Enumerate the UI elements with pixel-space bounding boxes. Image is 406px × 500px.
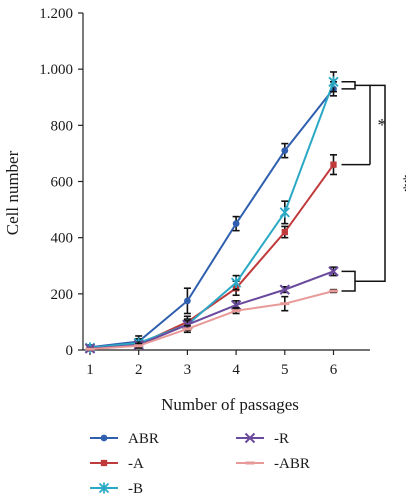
x-tick-label: 4 bbox=[232, 362, 240, 378]
y-tick-label: 200 bbox=[51, 287, 74, 303]
legend-item: -ABR bbox=[236, 456, 310, 472]
bracket-top bbox=[341, 81, 356, 90]
y-tick-label: 400 bbox=[51, 231, 74, 247]
data-point bbox=[330, 161, 337, 168]
data-point bbox=[329, 289, 338, 293]
data-point bbox=[85, 347, 95, 351]
y-tick-label: 0 bbox=[66, 343, 74, 359]
data-point bbox=[279, 284, 291, 295]
x-tick-label: 1 bbox=[86, 362, 94, 378]
x-tick-label: 3 bbox=[184, 362, 192, 378]
legend-item: -R bbox=[236, 431, 289, 447]
data-point bbox=[230, 277, 242, 288]
y-tick-label: 600 bbox=[51, 175, 74, 191]
data-point bbox=[279, 206, 290, 218]
data-point bbox=[280, 302, 290, 306]
y-tick-label: 800 bbox=[51, 118, 74, 134]
data-point bbox=[328, 266, 339, 277]
legend-label: -ABR bbox=[274, 456, 310, 472]
series-b bbox=[84, 71, 339, 354]
significance-label: * bbox=[378, 115, 387, 135]
x-tick-label: 2 bbox=[135, 362, 143, 378]
series-abr bbox=[86, 81, 337, 351]
legend-item: -A bbox=[90, 456, 144, 472]
data-point bbox=[231, 309, 241, 313]
series-line bbox=[89, 270, 334, 350]
data-point bbox=[328, 76, 339, 88]
bracket-connector-2 bbox=[355, 84, 386, 282]
data-point bbox=[98, 482, 110, 494]
legend-label: -B bbox=[128, 481, 143, 497]
data-point bbox=[281, 147, 289, 154]
data-point bbox=[281, 228, 288, 236]
series-line bbox=[89, 81, 335, 349]
series-a bbox=[86, 154, 337, 352]
significance-brackets: *** bbox=[341, 81, 406, 292]
legend-label: ABR bbox=[128, 431, 159, 447]
y-tick-label: 1.200 bbox=[39, 6, 73, 22]
data-point bbox=[100, 459, 108, 467]
data-point bbox=[244, 432, 256, 444]
bracket-connector-1 bbox=[355, 84, 371, 165]
series-layer bbox=[84, 71, 339, 354]
series-line bbox=[89, 88, 335, 349]
bracket-bottom bbox=[341, 270, 356, 292]
data-point bbox=[100, 434, 108, 442]
data-point bbox=[245, 461, 255, 465]
data-point bbox=[182, 327, 192, 331]
series-abr bbox=[85, 288, 338, 351]
legend-item: -B bbox=[90, 481, 143, 497]
series-line bbox=[89, 164, 335, 350]
legend-label: -R bbox=[274, 431, 289, 447]
x-tick-label: 5 bbox=[281, 362, 289, 378]
legend-label: -A bbox=[128, 456, 144, 472]
legend-item: ABR bbox=[90, 431, 159, 447]
series-line bbox=[89, 290, 334, 351]
y-axis-label: Cell number bbox=[3, 150, 22, 235]
x-axis-label: Number of passages bbox=[161, 395, 299, 414]
legend: ABR -A -B -R -ABR bbox=[90, 431, 310, 497]
significance-label: ** bbox=[394, 174, 406, 192]
y-tick-label: 1.000 bbox=[39, 62, 73, 78]
data-point bbox=[134, 344, 144, 348]
axes: 0 200 400 600 800 1.000 1.200 1 2 3 4 5 6 bbox=[39, 6, 370, 378]
series-r bbox=[84, 266, 339, 354]
x-tick-label: 6 bbox=[330, 362, 338, 378]
data-point bbox=[184, 297, 191, 305]
data-point bbox=[232, 220, 240, 227]
